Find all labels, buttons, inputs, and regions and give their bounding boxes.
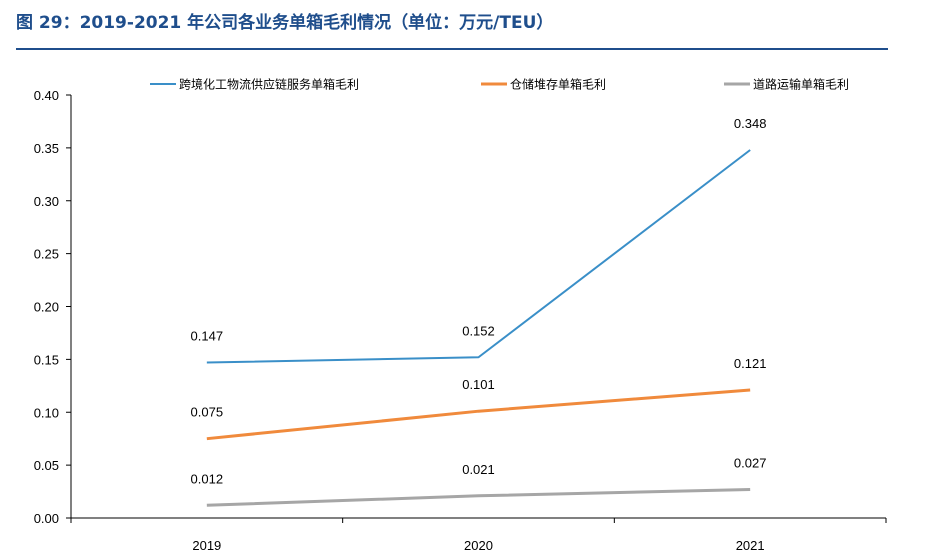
chart-title: 图 29：2019-2021 年公司各业务单箱毛利情况（单位：万元/TEU） xyxy=(16,13,554,33)
legend-label: 仓储堆存单箱毛利 xyxy=(510,77,606,92)
axes: 0.00 0.05 0.10 0.15 0.20 0.25 0.30 0.35 0.40 2019… xyxy=(34,88,887,553)
data-label: 0.152 xyxy=(462,323,495,338)
series-line xyxy=(206,487,751,507)
data-label: 0.147 xyxy=(191,329,224,344)
data-label: 0.012 xyxy=(191,471,224,486)
data-label: 0.348 xyxy=(734,116,767,131)
legend: 跨境化工物流供应链服务单箱毛利 仓储堆存单箱毛利 道路运输单箱毛利 xyxy=(150,77,849,92)
y-tick-label: 0.20 xyxy=(34,300,59,315)
y-tick-label: 0.35 xyxy=(34,141,59,156)
series-line xyxy=(206,149,751,364)
data-labels: 0.147 0.152 0.348 0.075 0.101 0.121 0.012 0.021… xyxy=(191,116,767,486)
series-line xyxy=(206,388,751,441)
data-label: 0.021 xyxy=(462,462,495,477)
legend-label: 道路运输单箱毛利 xyxy=(753,77,849,92)
data-label: 0.027 xyxy=(734,455,767,470)
y-tick-label: 0.05 xyxy=(34,458,59,473)
x-tick-label: 2019 xyxy=(192,538,221,553)
y-tick-label: 0.30 xyxy=(34,194,59,209)
y-tick-label: 0.25 xyxy=(34,247,59,262)
y-tick-label: 0.10 xyxy=(34,405,59,420)
x-tick-label: 2020 xyxy=(464,538,493,553)
y-tick-label: 0.15 xyxy=(34,352,59,367)
data-label: 0.121 xyxy=(734,356,767,371)
y-tick-label: 0.00 xyxy=(34,511,59,526)
legend-label: 跨境化工物流供应链服务单箱毛利 xyxy=(179,77,359,92)
y-tick-label: 0.40 xyxy=(34,88,59,103)
title-underline xyxy=(16,48,888,50)
data-label: 0.075 xyxy=(191,405,224,420)
data-label: 0.101 xyxy=(462,377,495,392)
x-tick-label: 2021 xyxy=(736,538,765,553)
series-group xyxy=(206,149,751,507)
